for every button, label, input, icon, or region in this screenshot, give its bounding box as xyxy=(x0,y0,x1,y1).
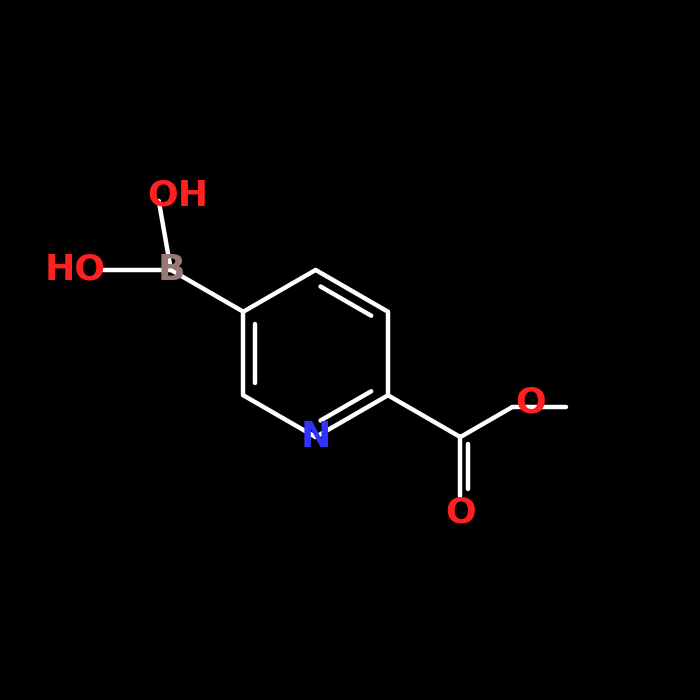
Text: O: O xyxy=(445,496,476,529)
Text: OH: OH xyxy=(147,178,208,213)
Text: O: O xyxy=(515,385,546,419)
Text: B: B xyxy=(158,253,185,287)
Text: N: N xyxy=(300,420,331,454)
Text: HO: HO xyxy=(44,253,106,287)
